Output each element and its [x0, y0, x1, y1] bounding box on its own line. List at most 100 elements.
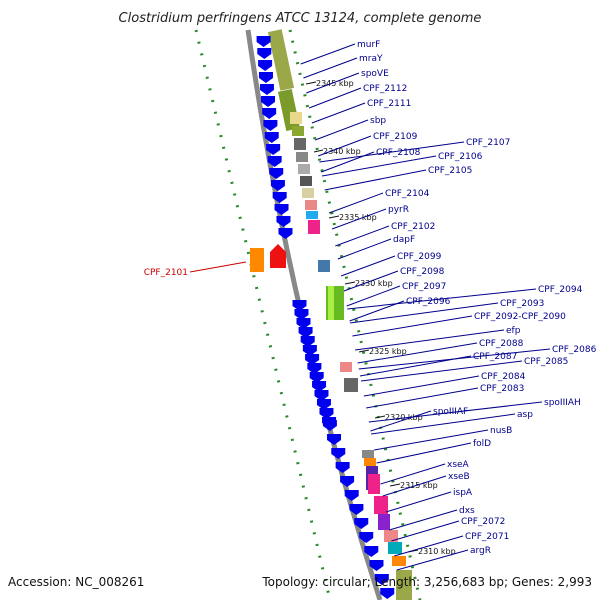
gene-leader-line [352, 315, 473, 337]
gene-leader-line [343, 270, 399, 292]
gene-arrow [296, 318, 311, 329]
gene-label: CPF_2106 [438, 152, 483, 162]
gene-label: CPF_2107 [466, 138, 510, 148]
gene-label: CPF_2099 [397, 252, 442, 262]
gene-label: dapF [393, 235, 415, 245]
gene-label: argR [470, 546, 491, 556]
gene-arrow [319, 408, 334, 419]
gene-leader-line [366, 387, 479, 409]
gene-label: spoIIIAF [433, 407, 468, 417]
gene-arrow [269, 168, 284, 179]
gene-arrow [262, 108, 277, 119]
gene-label: spoVE [361, 69, 389, 79]
gene-label: CPF_2112 [363, 84, 407, 94]
gene-label: CPF_2105 [428, 166, 472, 176]
gene-arrow [369, 560, 384, 571]
gene-arrow [364, 546, 379, 557]
gene-arrow [305, 354, 320, 365]
gene-arrow [258, 60, 273, 71]
kbp-tick-2345: 2345 kbp [316, 79, 354, 88]
gene-leader-line [340, 255, 396, 277]
gene-arrow [349, 504, 364, 515]
gene-leader-line [380, 463, 446, 485]
gene-label: CPF_2097 [402, 282, 446, 292]
gene-leader-line [349, 302, 499, 324]
gene-arrow [374, 574, 389, 585]
gene-arrow [294, 309, 309, 320]
highlighted-gene [250, 244, 286, 272]
gene-leader-line [374, 429, 489, 451]
gene-leader-line [328, 192, 384, 214]
gene-label: CPF_2085 [524, 357, 568, 367]
gene-arrow [278, 228, 293, 239]
gene-label: ispA [453, 488, 473, 498]
gene-leader-line [324, 169, 427, 191]
gene-arrow [300, 336, 315, 347]
gene-arrow [322, 420, 337, 431]
gene-label: mraY [359, 54, 383, 64]
gene-label: CPF_2111 [367, 99, 411, 109]
gene-arrow [359, 532, 374, 543]
gene-label: efp [506, 326, 521, 336]
kbp-tick-2310: 2310 kbp [418, 547, 456, 556]
highlight-label: CPF_2101 [144, 268, 188, 278]
gene-arrow [298, 327, 313, 338]
gene-label: CPF_2088 [479, 339, 524, 349]
outer-dotted-track [194, 29, 332, 600]
accession-text: Accession: NC_008261 [8, 575, 144, 589]
gene-leader-line [306, 72, 360, 94]
gene-arrow [316, 399, 331, 410]
gene-label: folD [473, 439, 491, 449]
gene-leader-line [357, 342, 478, 364]
gene-leader-line [315, 119, 369, 141]
gene-arrow [380, 588, 395, 599]
gene-leader-line [347, 288, 537, 310]
gene-label: CPF_2084 [481, 372, 526, 382]
gene-leader-line [303, 57, 358, 79]
gene-arrow [258, 72, 273, 83]
highlight-leader-line [189, 261, 247, 273]
gene-arrow [276, 216, 291, 227]
gene-arrow [307, 363, 322, 374]
gene-label: CPF_2109 [373, 132, 418, 142]
gene-arrow [354, 518, 369, 529]
gene-label: CPF_2093 [500, 299, 544, 309]
gene-label: spoIIIAH [544, 398, 581, 408]
gene-arrow [302, 345, 317, 356]
map-title: Clostridium perfringens ATCC 13124, comp… [119, 11, 482, 26]
kbp-tick-2330: 2330 kbp [355, 279, 393, 288]
gene-arrow [263, 120, 278, 131]
gene-arrow [270, 180, 285, 191]
gene-leader-line [360, 360, 523, 382]
gene-arrow [314, 390, 329, 401]
gene-arrow [309, 372, 324, 383]
gene-label: CPF_2092-CPF_2090 [474, 312, 566, 322]
gene-leader-line [331, 208, 387, 230]
topology-text: Topology: circular; Length: 3,256,683 bp… [261, 575, 592, 589]
gene-label: CPF_2096 [406, 297, 451, 307]
gene-leader-line [396, 549, 469, 571]
kbp-tick-2340: 2340 kbp [323, 147, 361, 156]
gene-leader-line [376, 442, 472, 464]
kbp-tick-2335: 2335 kbp [339, 213, 377, 222]
gene-label: CPF_2102 [391, 222, 435, 232]
gene-label: CPF_2083 [480, 384, 524, 394]
gene-leader-line [382, 475, 447, 497]
gene-arrow [257, 48, 272, 59]
gene-arrow [335, 462, 350, 473]
gene-arrow [266, 144, 281, 155]
gene-leader-line [368, 401, 543, 423]
gene-label: xseA [447, 460, 470, 470]
gene-leader-line [300, 43, 356, 65]
gene-label: sbp [370, 116, 386, 126]
gene-arrow [272, 192, 287, 203]
gene-labels: murF mraY spoVE CPF_2112 CPF_2111 sbp CP… [357, 40, 597, 556]
gene-leader-line [319, 141, 465, 163]
gene-arrow [256, 36, 271, 47]
gene-arrow [261, 96, 276, 107]
kbp-tick-2315: 2315 kbp [400, 481, 438, 490]
gene-label: dxs [459, 506, 475, 516]
gene-leader-line [370, 410, 432, 432]
gene-arrow [327, 434, 342, 445]
